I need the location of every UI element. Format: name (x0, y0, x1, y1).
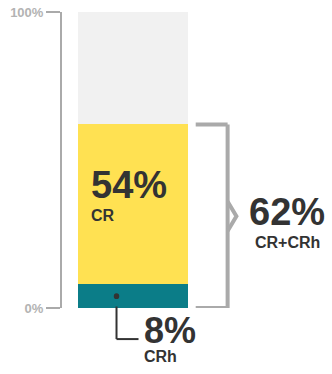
svg-text:CR+CRh: CR+CRh (255, 234, 320, 251)
svg-text:100%: 100% (10, 5, 44, 20)
svg-text:54%: 54% (91, 164, 167, 206)
svg-text:8%: 8% (144, 310, 196, 351)
svg-text:CR: CR (91, 207, 115, 224)
svg-text:0%: 0% (25, 301, 44, 316)
svg-text:62%: 62% (249, 191, 325, 233)
svg-text:CRh: CRh (144, 348, 177, 365)
